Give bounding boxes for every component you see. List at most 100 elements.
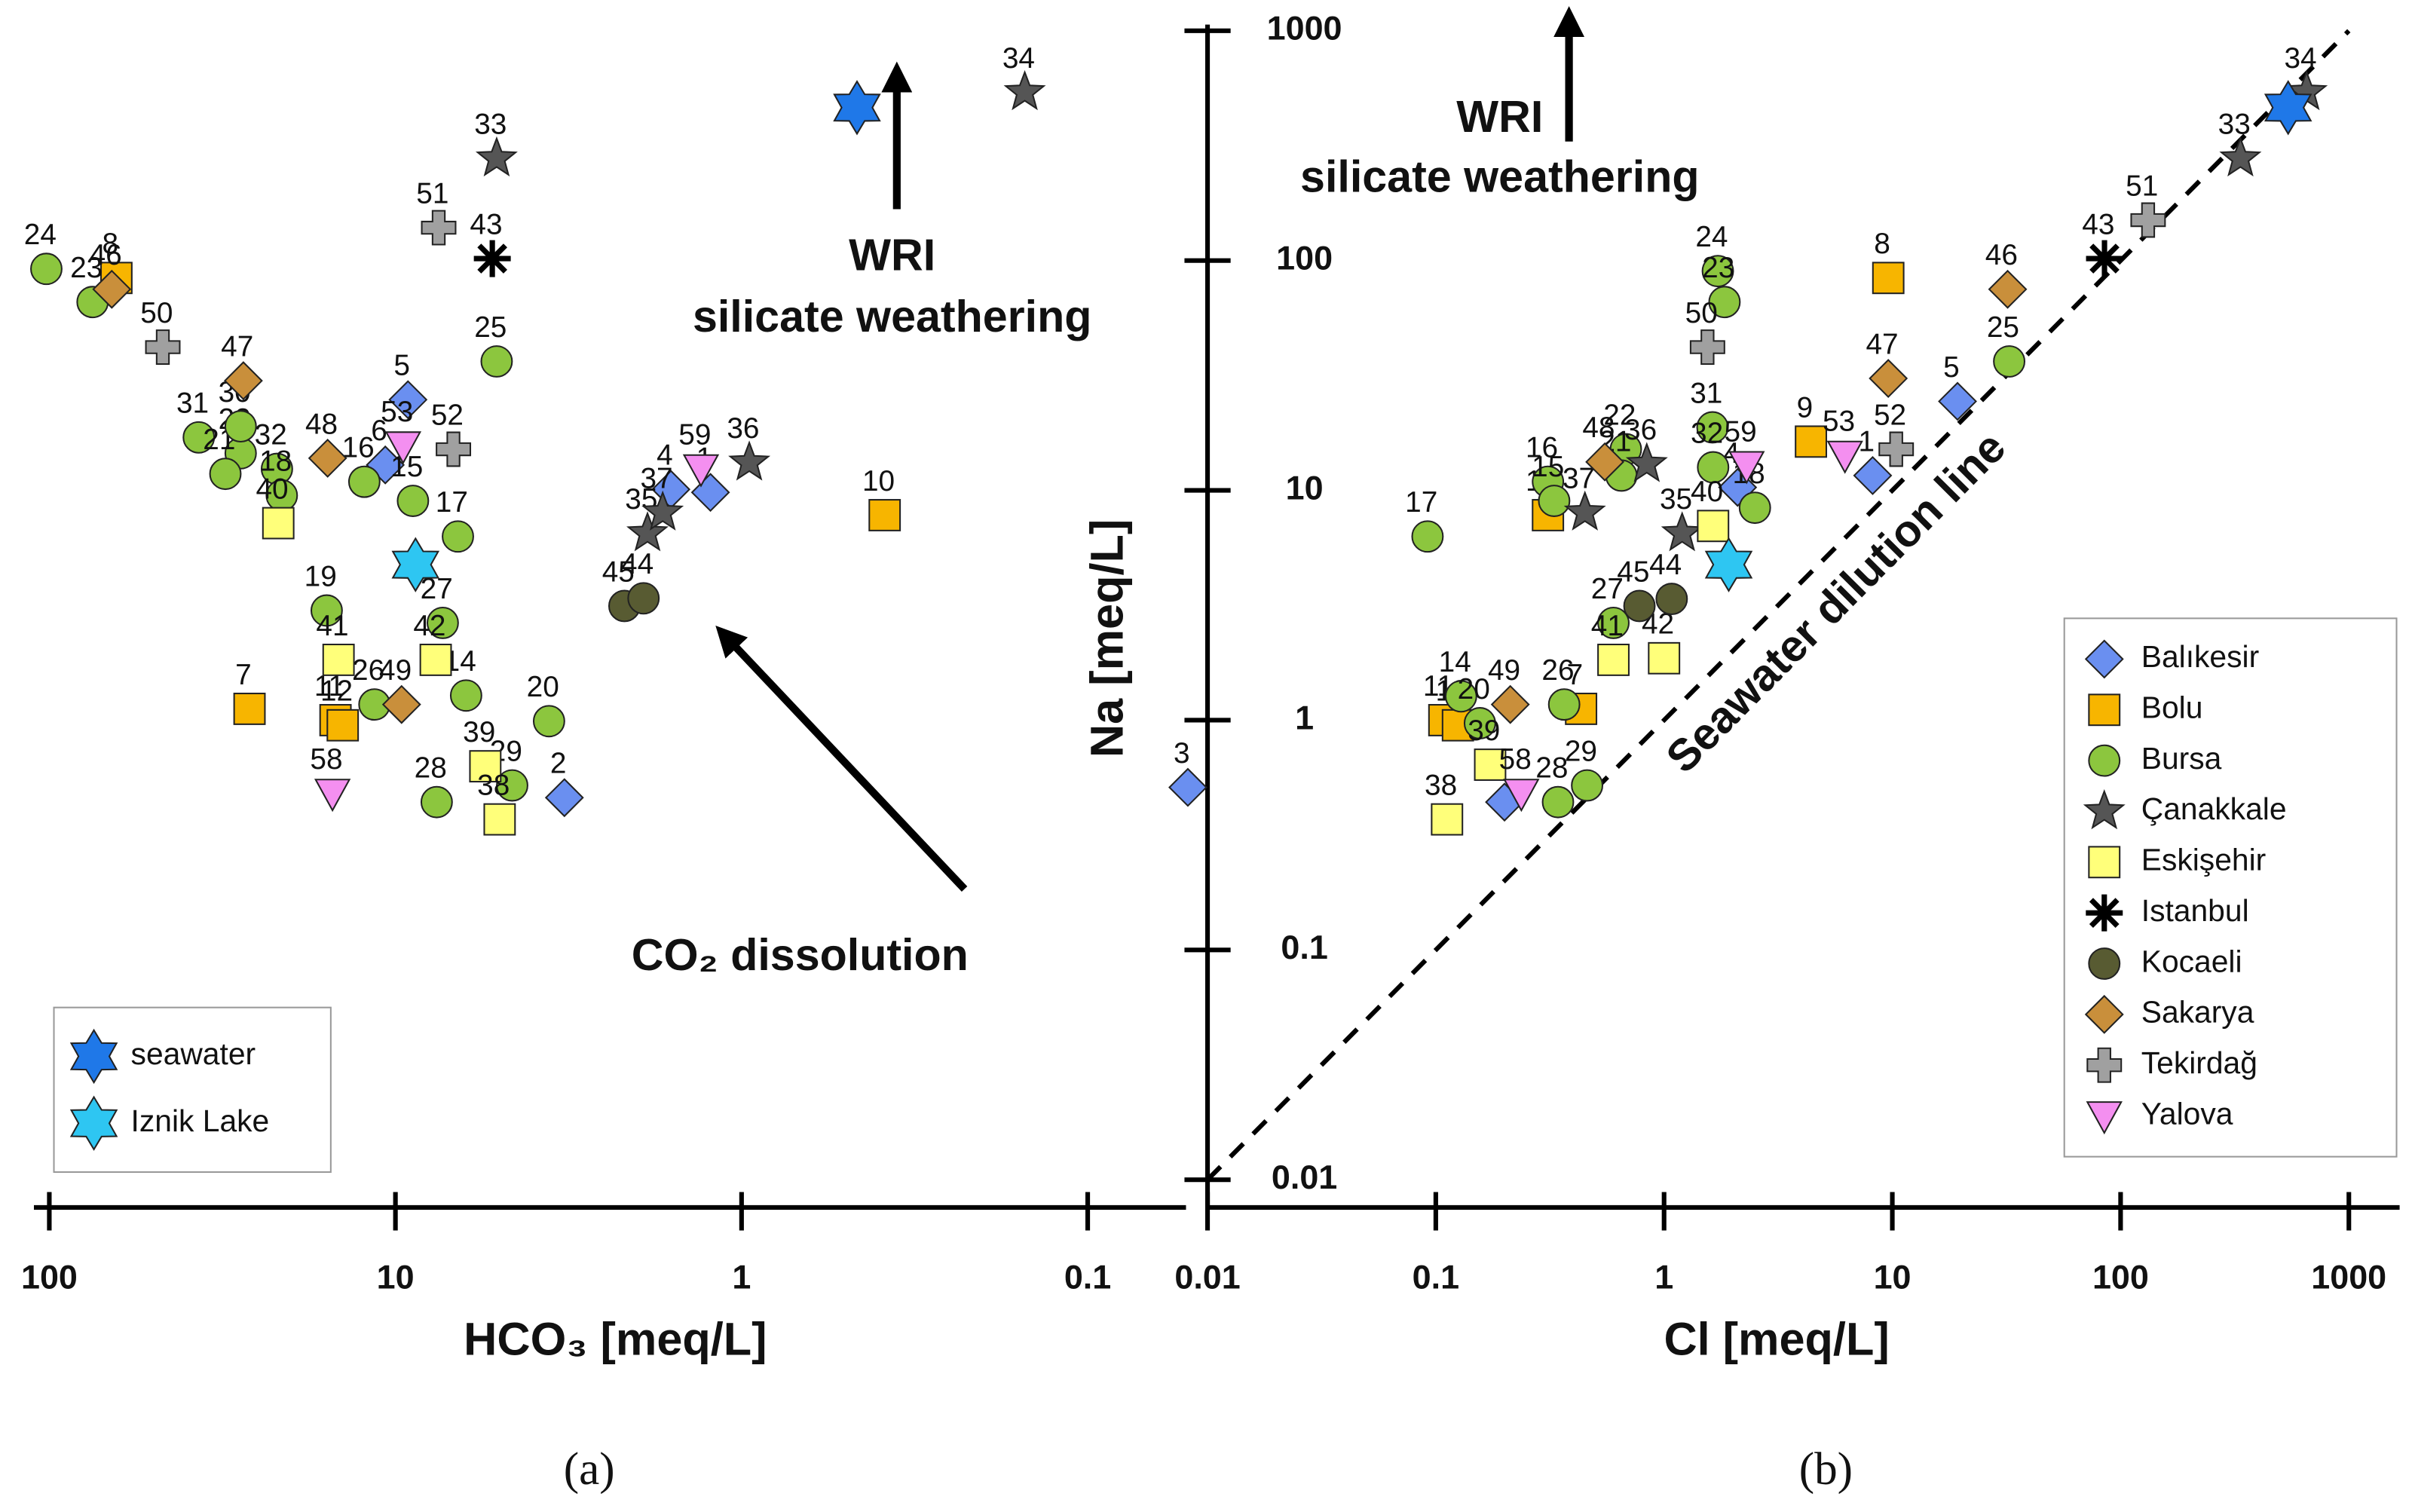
point — [1728, 451, 1765, 485]
point-label: 31 — [1690, 377, 1722, 409]
point-label: 24 — [24, 219, 57, 251]
y-tick-label: 0.01 — [1272, 1158, 1337, 1196]
point — [1853, 455, 1893, 495]
point-label: 7 — [235, 659, 252, 691]
point-label: 7 — [1567, 659, 1584, 691]
legend-marker — [2084, 994, 2124, 1034]
point — [1872, 262, 1905, 295]
point-label: 32 — [255, 418, 287, 451]
point-label: 40 — [1691, 476, 1723, 508]
point — [223, 361, 263, 401]
point-label: 38 — [477, 769, 510, 801]
point-label: 25 — [474, 311, 507, 344]
point-label: 47 — [221, 330, 253, 363]
point — [391, 537, 440, 592]
x-tick-label: 0.1 — [1413, 1258, 1459, 1296]
point — [1993, 345, 2026, 378]
point-label: 41 — [316, 610, 348, 642]
point-label: 50 — [1685, 297, 1718, 329]
point — [1696, 411, 1729, 444]
point — [1431, 803, 1464, 836]
point — [2264, 80, 2313, 136]
point-label: 31 — [176, 387, 209, 420]
point-label: 43 — [470, 208, 502, 240]
legend-label: Bursa — [2141, 741, 2222, 776]
legend-label: Çanakkale — [2141, 791, 2287, 826]
point — [1708, 286, 1741, 319]
point-label: 33 — [474, 109, 507, 141]
point — [626, 511, 669, 552]
point-label: 8 — [102, 228, 118, 260]
point — [310, 594, 343, 627]
point-label: 3 — [1174, 737, 1190, 770]
point — [1826, 440, 1863, 474]
point — [1503, 779, 1540, 813]
point — [233, 693, 266, 725]
y-axis-label: Na [meq/L] — [1082, 519, 1133, 758]
point-label: 19 — [305, 560, 337, 592]
annotation: WRI — [1456, 91, 1543, 142]
legend-label: Sakarya — [2141, 995, 2254, 1030]
point-label: 37 — [640, 462, 672, 494]
y-tick-label: 100 — [1276, 239, 1333, 277]
point — [1738, 491, 1771, 525]
point — [322, 644, 355, 676]
point — [1571, 769, 1604, 802]
point-label: 52 — [1874, 399, 1906, 431]
point-label: 27 — [1591, 573, 1624, 605]
legend-marker — [2088, 947, 2121, 980]
point — [449, 679, 482, 712]
point-label: 2 — [550, 748, 567, 780]
point-label: 28 — [415, 752, 447, 785]
point — [1689, 329, 1725, 366]
point-label: 28 — [1535, 752, 1568, 785]
point-label: 39 — [1468, 715, 1500, 747]
point-label: 46 — [90, 239, 122, 271]
co2-arrow — [715, 626, 968, 892]
point-label: 51 — [2126, 170, 2158, 202]
point — [1701, 255, 1734, 288]
point — [308, 438, 347, 478]
point — [833, 80, 881, 136]
point-label: 26 — [352, 654, 384, 687]
legend-label: Eskişehir — [2141, 843, 2267, 877]
point — [396, 485, 430, 517]
point — [641, 490, 684, 531]
legend-label: Balıkesir — [2141, 639, 2259, 674]
point — [30, 253, 63, 286]
point-label: 26 — [1541, 654, 1574, 687]
point-label: 20 — [1458, 673, 1490, 705]
point-label: 33 — [2218, 109, 2251, 141]
point-label: 47 — [1866, 328, 1898, 360]
point — [314, 779, 351, 813]
point-label: 58 — [310, 743, 342, 776]
point-label: 34 — [2284, 42, 2316, 75]
point — [1490, 684, 1530, 724]
legend-label: Iznik Lake — [131, 1103, 270, 1138]
annotation: silicate weathering — [693, 291, 1091, 341]
x-tick-label: 1000 — [2311, 1258, 2386, 1296]
point — [2130, 202, 2166, 238]
point-label: 17 — [1405, 486, 1437, 519]
point-label: 43 — [2082, 208, 2114, 240]
point-label: 59 — [678, 418, 711, 451]
point — [145, 329, 181, 366]
point-label: 49 — [1488, 654, 1520, 687]
point — [1697, 510, 1730, 543]
point-label: 45 — [1617, 556, 1649, 588]
point — [419, 644, 452, 676]
point — [1541, 785, 1575, 819]
point-label: 4 — [657, 439, 673, 472]
legend-marker — [2086, 894, 2123, 932]
point — [92, 269, 132, 309]
x-tick-label: 10 — [1874, 1258, 1912, 1296]
point — [1563, 490, 1606, 531]
point-label: 46 — [1985, 239, 2018, 271]
point-label: 58 — [1499, 743, 1532, 776]
point — [1623, 589, 1656, 623]
point — [682, 454, 720, 488]
point-label: 37 — [1563, 462, 1595, 494]
point-label: 36 — [1624, 414, 1657, 446]
point — [182, 421, 216, 454]
